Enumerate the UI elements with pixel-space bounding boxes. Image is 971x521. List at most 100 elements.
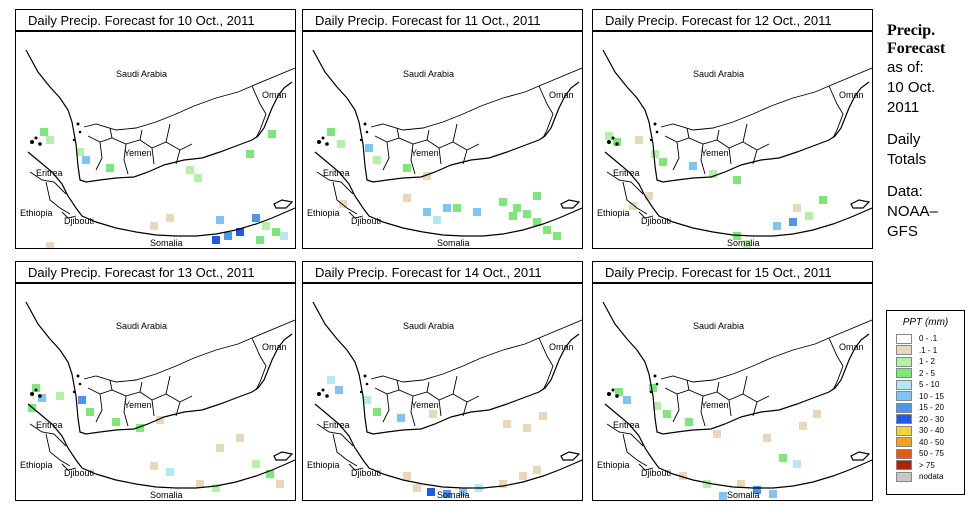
precip-cell — [649, 384, 657, 392]
precip-cell — [373, 156, 381, 164]
precip-cells — [615, 384, 821, 500]
precip-cell — [613, 138, 621, 146]
precip-cell — [427, 488, 435, 496]
forecast-panel: Daily Precip. Forecast for 12 Oct., 2011 — [592, 9, 873, 249]
precip-cell — [743, 240, 751, 248]
precip-cell — [266, 470, 274, 478]
label-ethiopia: Ethiopia — [20, 460, 53, 470]
precip-cell — [793, 204, 801, 212]
precip-cell — [423, 208, 431, 216]
precip-cell — [685, 418, 693, 426]
precip-cell — [799, 422, 807, 430]
label-yemen: Yemen — [124, 148, 152, 158]
precip-cell — [499, 480, 507, 488]
precip-cell — [327, 376, 335, 384]
precip-cell — [659, 158, 667, 166]
legend-item: 20 - 30 — [887, 414, 964, 426]
forecast-panel: Daily Precip. Forecast for 14 Oct., 2011 — [302, 261, 583, 501]
label-eritrea: Eritrea — [613, 168, 640, 178]
islands — [607, 122, 871, 209]
side-totals: Totals — [887, 151, 927, 168]
legend-item: .1 - 1 — [887, 345, 964, 357]
precip-cell — [166, 214, 174, 222]
label-saudi-arabia: Saudi Arabia — [116, 321, 167, 331]
precip-cells — [40, 128, 288, 248]
precip-cell — [433, 216, 441, 224]
precip-cell — [423, 172, 431, 180]
panel-title: Daily Precip. Forecast for 12 Oct., 2011 — [592, 9, 873, 31]
precip-cell — [38, 394, 46, 402]
legend-swatch — [896, 368, 912, 379]
legend-label: 0 - .1 — [919, 334, 938, 344]
precip-cell — [216, 216, 224, 224]
precip-cell — [150, 462, 158, 470]
legend-label: 40 - 50 — [919, 437, 944, 447]
legend-item: > 75 — [887, 460, 964, 472]
islands — [607, 374, 871, 461]
label-ethiopia: Ethiopia — [307, 208, 340, 218]
legend-title: PPT (mm) — [902, 317, 949, 328]
precip-cells — [605, 132, 827, 248]
precip-cell — [40, 128, 48, 136]
label-oman: Oman — [549, 342, 574, 352]
borders — [316, 67, 582, 219]
precip-map: Saudi Arabia Oman Yemen Eritrea Ethiopia… — [15, 283, 296, 501]
precip-cell — [82, 156, 90, 164]
precip-cell — [623, 396, 631, 404]
precip-cell — [813, 410, 821, 418]
legend-label: nodata — [919, 472, 944, 482]
legend-swatch — [896, 402, 912, 413]
precip-cell — [252, 214, 260, 222]
coastlines — [602, 301, 872, 489]
borders — [29, 67, 295, 219]
label-djibouti: Djibouti — [641, 216, 671, 226]
precip-cell — [403, 472, 411, 480]
precip-cell — [523, 424, 531, 432]
precip-cell — [499, 198, 507, 206]
precip-cell — [523, 210, 531, 218]
side-daily: Daily — [887, 131, 921, 148]
label-saudi-arabia: Saudi Arabia — [693, 69, 744, 79]
borders — [606, 319, 872, 471]
precip-cell — [679, 472, 687, 480]
precip-cell — [403, 164, 411, 172]
precip-map: Saudi Arabia Oman Yemen Eritrea Ethiopia… — [592, 31, 873, 249]
precip-cell — [216, 444, 224, 452]
precip-cell — [553, 232, 561, 240]
precip-cell — [339, 200, 347, 208]
precip-cell — [397, 414, 405, 422]
precip-cell — [733, 232, 741, 240]
precip-cell — [136, 424, 144, 432]
legend-label: .1 - 1 — [919, 345, 938, 355]
precip-cell — [543, 226, 551, 234]
precip-cell — [645, 192, 653, 200]
side-year: 2011 — [887, 99, 920, 116]
side-heading-2: Forecast — [887, 40, 946, 57]
precip-cell — [805, 212, 813, 220]
precip-cell — [533, 192, 541, 200]
legend-item: 0 - .1 — [887, 333, 964, 345]
forecast-panel: Daily Precip. Forecast for 11 Oct., 2011 — [302, 9, 583, 249]
side-info: Precip. Forecast as of: 10 Oct. 2011 Dai… — [887, 22, 967, 242]
side-data: Data: — [887, 183, 923, 200]
precip-cell — [443, 490, 451, 498]
precip-cell — [663, 410, 671, 418]
label-djibouti: Djibouti — [351, 468, 381, 478]
precip-cell — [779, 454, 787, 462]
precip-cell — [763, 434, 771, 442]
label-somalia: Somalia — [437, 490, 470, 500]
precip-cell — [272, 228, 280, 236]
precip-cell — [46, 136, 54, 144]
label-eritrea: Eritrea — [323, 168, 350, 178]
legend-label: 20 - 30 — [919, 414, 944, 424]
legend-swatch — [896, 333, 912, 344]
precip-cell — [473, 208, 481, 216]
forecast-panel: Daily Precip. Forecast for 15 Oct., 2011 — [592, 261, 873, 501]
label-eritrea: Eritrea — [36, 168, 63, 178]
legend-item: 40 - 50 — [887, 437, 964, 449]
precip-cell — [32, 384, 40, 392]
precip-cell — [513, 204, 521, 212]
label-eritrea: Eritrea — [323, 420, 350, 430]
label-yemen: Yemen — [411, 148, 439, 158]
